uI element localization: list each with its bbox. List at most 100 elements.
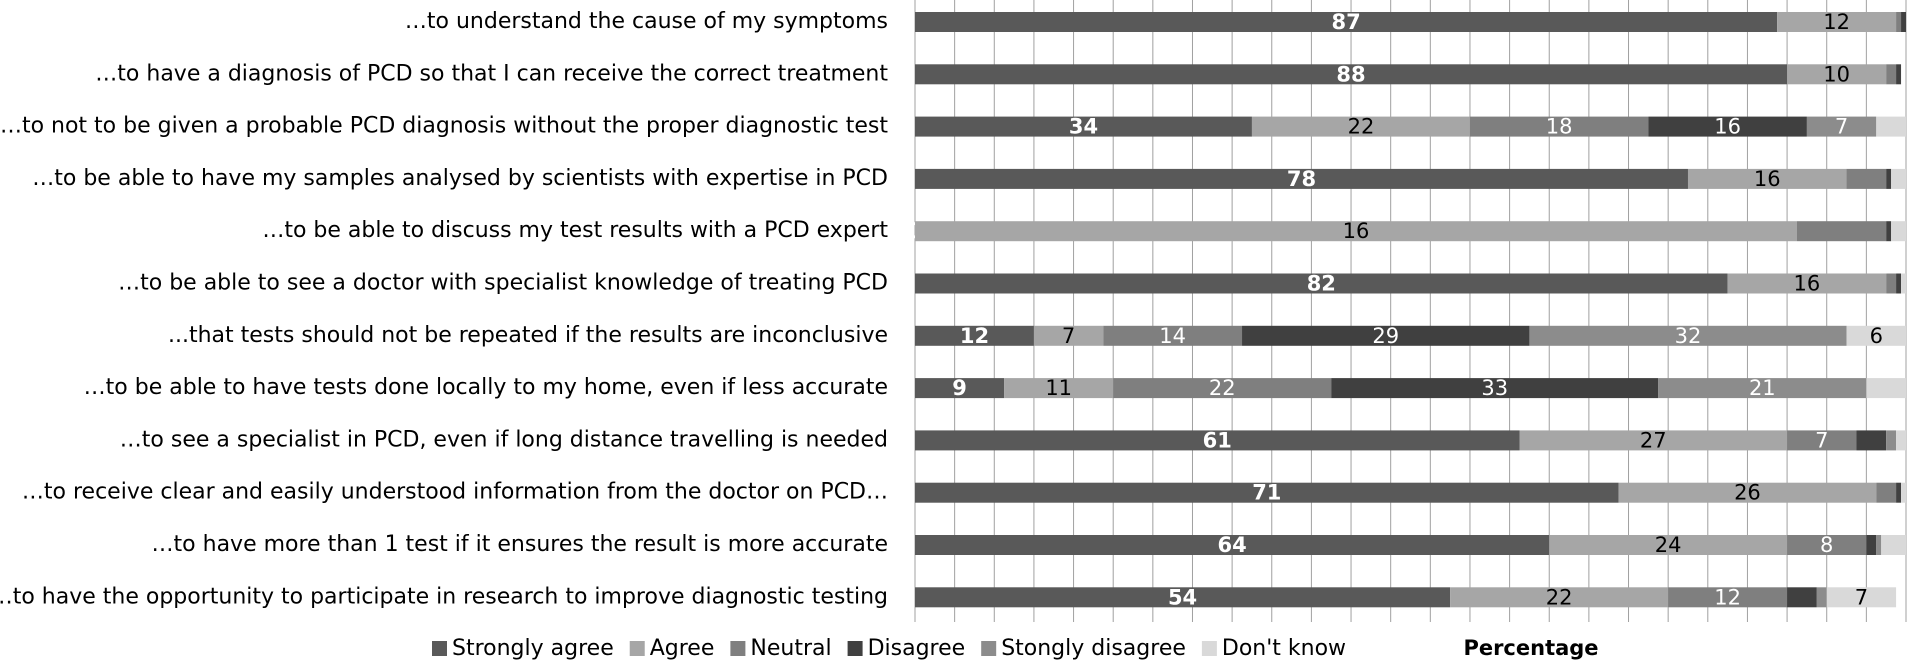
data-label: 7 [1835, 115, 1848, 139]
bar-segment [1901, 273, 1906, 294]
data-label: 16 [1714, 115, 1741, 139]
data-label: 16 [1343, 219, 1370, 243]
bar-segment [1668, 587, 1788, 608]
data-label: 12 [1823, 10, 1850, 34]
legend-label: Neutral [750, 636, 831, 661]
bar-segment [1331, 378, 1659, 399]
data-label: 27 [1640, 428, 1667, 452]
data-label: 78 [1287, 167, 1316, 191]
legend-swatch [1201, 641, 1217, 656]
data-label: 14 [1159, 324, 1186, 348]
y-tick-label: …to understand the cause of my symptoms [405, 9, 888, 34]
bar-segment [915, 221, 1797, 242]
bar-segment [1891, 168, 1906, 189]
bar-segment [1727, 273, 1887, 294]
bar-segment [1796, 221, 1887, 242]
bar-segment [1103, 325, 1243, 346]
data-label: 22 [1546, 585, 1573, 609]
bar-segment [1806, 116, 1877, 137]
bar-segment [1777, 12, 1897, 32]
bar-segment [1876, 116, 1906, 137]
bar-segment [1469, 116, 1649, 137]
bar-segment [1787, 64, 1887, 85]
bar-segment [1886, 64, 1897, 85]
data-label: 21 [1749, 376, 1776, 400]
bar-segment [915, 482, 1619, 503]
bar-segment [1242, 325, 1530, 346]
bar-segment [915, 12, 1778, 32]
y-tick-label: …to be able to have my samples analysed … [32, 166, 888, 191]
bar-segment [1886, 430, 1897, 451]
bar-segment [915, 64, 1788, 85]
bar-segment [1896, 430, 1906, 451]
bar-segment [1901, 482, 1906, 503]
bar-segment [1251, 116, 1470, 137]
legend-label: Disagree [868, 636, 966, 661]
data-label: 71 [1252, 481, 1281, 505]
bar-segment [915, 587, 1451, 608]
y-tick-label: …to have a diagnosis of PCD so that I ca… [95, 61, 888, 86]
data-label: 64 [1218, 533, 1247, 557]
legend-label: Don't know [1222, 636, 1346, 661]
data-label: 16 [1794, 272, 1821, 296]
data-label: 22 [1348, 115, 1375, 139]
legend-swatch [847, 641, 863, 656]
bar-segment [1549, 535, 1788, 555]
bar-segment [915, 378, 1005, 399]
data-label: 7 [1062, 324, 1075, 348]
bar-segment [1687, 168, 1847, 189]
legend-label: Stongly disagree [1001, 636, 1186, 661]
bar-segment [1450, 587, 1669, 608]
data-label: 18 [1546, 115, 1573, 139]
data-label: 8 [1820, 533, 1833, 557]
bar-segment [915, 325, 1034, 346]
data-label: 32 [1675, 324, 1702, 348]
bar-segment [915, 430, 1520, 451]
bar-segment [1004, 378, 1114, 399]
y-tick-label: …to be able to discuss my test results w… [262, 218, 888, 243]
x-axis-label: Percentage [1463, 636, 1598, 660]
bar-segment [1876, 535, 1882, 555]
bar-segment [1648, 116, 1807, 137]
legend-swatch [730, 641, 746, 656]
data-label: 33 [1481, 376, 1508, 400]
bar-segment [1896, 12, 1902, 32]
y-tick-label: …to have more than 1 test if it ensures … [152, 532, 888, 557]
data-label: 88 [1336, 62, 1365, 86]
bar-segment [915, 168, 1688, 189]
data-label: 11 [1045, 376, 1072, 400]
data-label: 12 [1714, 585, 1741, 609]
legend-label: Strongly agree [452, 636, 614, 661]
y-tick-label: …to not to be given a probable PCD diagn… [0, 114, 888, 139]
bar-segment [1658, 378, 1867, 399]
bar-segment [1886, 273, 1897, 294]
y-tick-label: …to have the opportunity to participate … [0, 584, 888, 609]
bar-segment [1113, 378, 1332, 399]
y-tick-label: …to see a specialist in PCD, even if lon… [120, 427, 888, 452]
bar-segment [915, 116, 1252, 137]
bar-segment [915, 273, 1728, 294]
bar-segment [1033, 325, 1104, 346]
bar-segment [1618, 482, 1877, 503]
data-label: 12 [960, 324, 989, 348]
bar-segment [1901, 12, 1906, 32]
data-label: 10 [1823, 62, 1850, 86]
y-tick-label: ...that tests should not be repeated if … [168, 323, 888, 348]
bar-segment [1886, 168, 1892, 189]
bar-segment [1866, 378, 1906, 399]
data-label: 26 [1734, 481, 1761, 505]
data-label: 54 [1168, 585, 1197, 609]
y-tick-label: …to be able to have tests done locally t… [84, 375, 888, 400]
y-tick-label: …to be able to see a doctor with special… [118, 271, 888, 296]
bar-segment [1896, 64, 1902, 85]
legend-swatch [432, 641, 447, 656]
bar-segment [915, 535, 1550, 555]
bar-segment [1876, 482, 1897, 503]
bar-segment [1787, 587, 1817, 608]
data-label: 6 [1870, 324, 1883, 348]
data-label: 82 [1307, 272, 1336, 296]
data-label: 24 [1655, 533, 1682, 557]
data-label: 87 [1331, 10, 1360, 34]
bar-segment [1826, 587, 1897, 608]
bar-segment [1891, 221, 1906, 242]
